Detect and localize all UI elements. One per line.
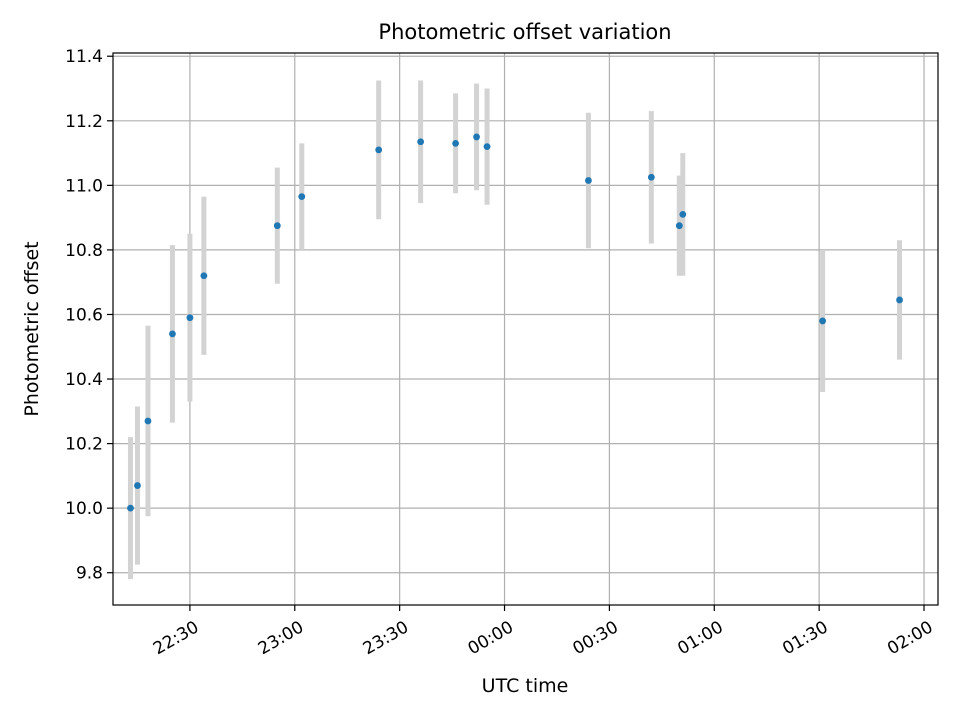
x-tick-label: 01:00 [674,617,726,659]
data-point [273,222,281,230]
data-point [417,138,425,146]
data-point [483,143,491,151]
x-tick-label: 01:30 [779,617,831,659]
x-tick-label: 23:30 [360,617,412,659]
chart-title: Photometric offset variation [378,20,671,44]
data-point [473,133,480,141]
data-point [585,177,592,184]
y-tick-label: 10.4 [65,370,103,390]
x-tick-label: 02:00 [884,617,936,659]
x-tick-label: 22:30 [150,617,202,659]
data-point [127,504,134,512]
y-tick-label: 11.2 [65,112,103,132]
y-tick-label: 10.2 [65,435,103,455]
grid-lines [113,53,938,605]
x-tick-label: 00:00 [465,617,517,659]
plot-frame [112,52,939,606]
data-point [200,272,208,280]
x-tick-label: 00:30 [569,617,621,659]
data-point [144,417,152,425]
y-axis-label: Photometric offset [21,241,43,416]
y-tick-label: 10.6 [65,305,103,325]
y-tick-label: 10.0 [65,499,103,519]
data-point [186,314,194,322]
data-point [647,173,655,181]
y-tick-label: 10.8 [65,241,103,261]
data-point [375,146,383,154]
data-point [675,222,683,230]
data-point [896,296,903,304]
data-point [134,482,141,489]
y-tick-label: 11.4 [65,47,103,67]
data-point [679,211,687,218]
plot-area [113,53,938,605]
y-tick-label: 9.8 [76,564,103,584]
data-point [452,139,459,147]
data-point [169,330,176,338]
y-tick-label: 11.0 [65,176,103,196]
x-tick-label: 23:00 [255,617,307,659]
data-point [819,317,827,325]
data-point [298,193,306,201]
data-points [127,133,903,512]
x-axis-label: UTC time [482,675,569,697]
